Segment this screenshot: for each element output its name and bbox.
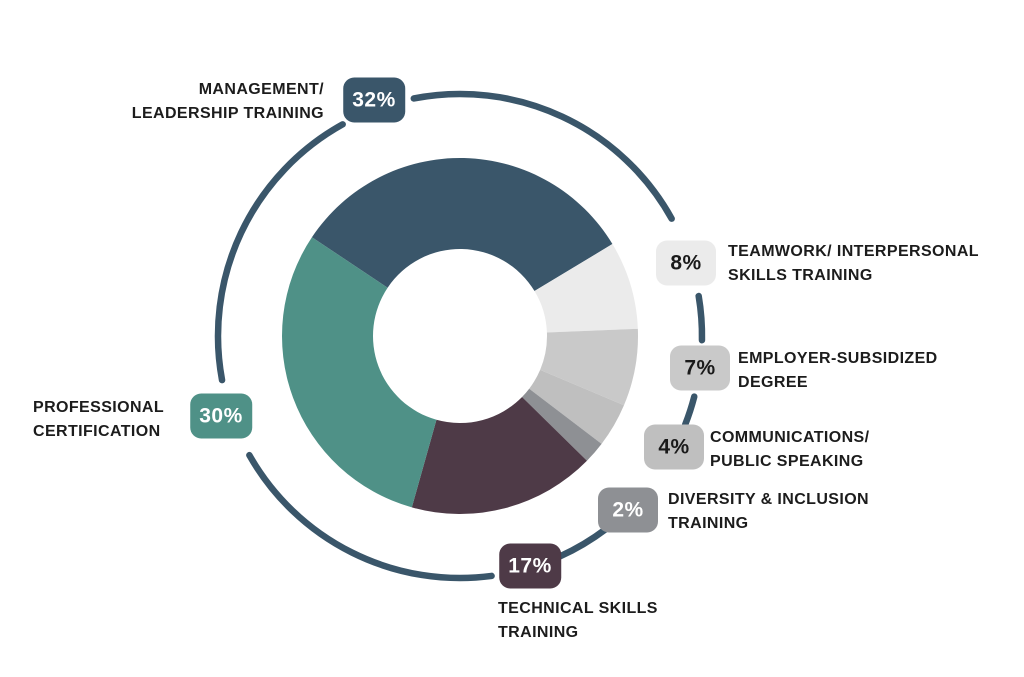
badge-communications-public-speaking: 4% — [644, 424, 704, 470]
donut-slice-6 — [282, 237, 437, 508]
badge-employer-subsidized-degree: 7% — [670, 345, 730, 391]
label-professional-certification: PROFESSIONAL CERTIFICATION — [33, 399, 165, 440]
badge-teamwork-interpersonal: 8% — [656, 240, 716, 286]
label-technical-skills: TECHNICAL SKILLS TRAINING — [498, 600, 658, 641]
decorative-ring-arc — [214, 121, 346, 384]
label-employer-subsidized-degree: EMPLOYER-SUBSIDIZED DEGREE — [738, 350, 938, 391]
donut-slice-1 — [534, 244, 638, 333]
label-management-leadership: MANAGEMENT/ LEADERSHIP TRAINING — [131, 81, 324, 122]
donut-slice-5 — [411, 396, 587, 514]
decorative-ring-arc — [410, 90, 675, 222]
decorative-ring-arc — [695, 292, 706, 344]
badge-management-leadership: 32% — [343, 77, 405, 123]
badge-technical-skills: 17% — [499, 543, 561, 589]
donut-slice-0 — [311, 158, 613, 292]
label-teamwork-interpersonal: TEAMWORK/ INTERPERSONAL SKILLS TRAINING — [728, 243, 979, 284]
label-diversity-inclusion: DIVERSITY & INCLUSION TRAINING — [668, 491, 870, 532]
donut-slice-3 — [529, 369, 624, 444]
decorative-ring-arc — [246, 451, 495, 582]
donut-slice-4 — [522, 388, 602, 461]
donut-slice-2 — [540, 328, 638, 406]
decorative-ring-arc — [681, 393, 698, 428]
badge-professional-certification: 30% — [190, 393, 252, 439]
decorative-ring-arc — [557, 526, 609, 560]
badge-diversity-inclusion: 2% — [598, 487, 658, 533]
label-communications-public-speaking: COMMUNICATIONS/ PUBLIC SPEAKING — [710, 429, 870, 470]
